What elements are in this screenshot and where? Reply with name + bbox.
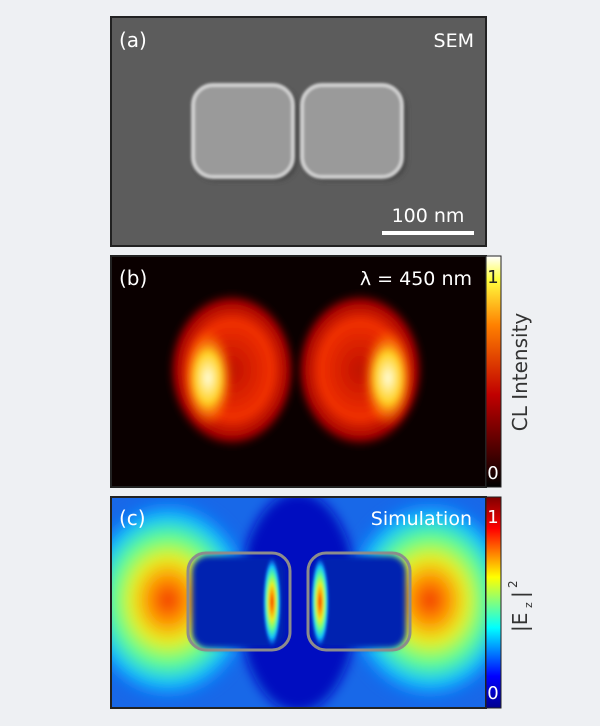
cl-map [111,256,486,487]
colorbar-label-end: | [508,591,532,598]
colorbar-max: 1 [487,507,498,528]
panel-label: (a) [119,28,147,52]
colorbar-label-sup: 2 [506,580,520,588]
colorbar [485,255,502,488]
panel-frame [110,16,487,247]
colorbar-min: 0 [487,683,498,704]
sem-image [111,17,486,246]
colorbar [485,496,502,709]
colorbar-max: 1 [487,267,498,288]
scale-bar-label: 100 nm [392,205,465,227]
panel-title: Simulation [371,508,472,530]
panel-label: (b) [119,266,147,290]
colorbar-min: 0 [487,463,498,484]
panel-title: λ = 450 nm [360,268,472,290]
colorbar-label: CL Intensity [508,313,532,432]
colorbar-label: |E z | 2 [506,580,535,632]
colorbar-label-main: |E [508,613,532,632]
panel-label: (c) [119,506,146,530]
panel-title: SEM [434,30,474,52]
simulation-map [111,497,486,708]
colorbar-label-sub: z [522,602,535,608]
scale-bar [382,231,474,235]
